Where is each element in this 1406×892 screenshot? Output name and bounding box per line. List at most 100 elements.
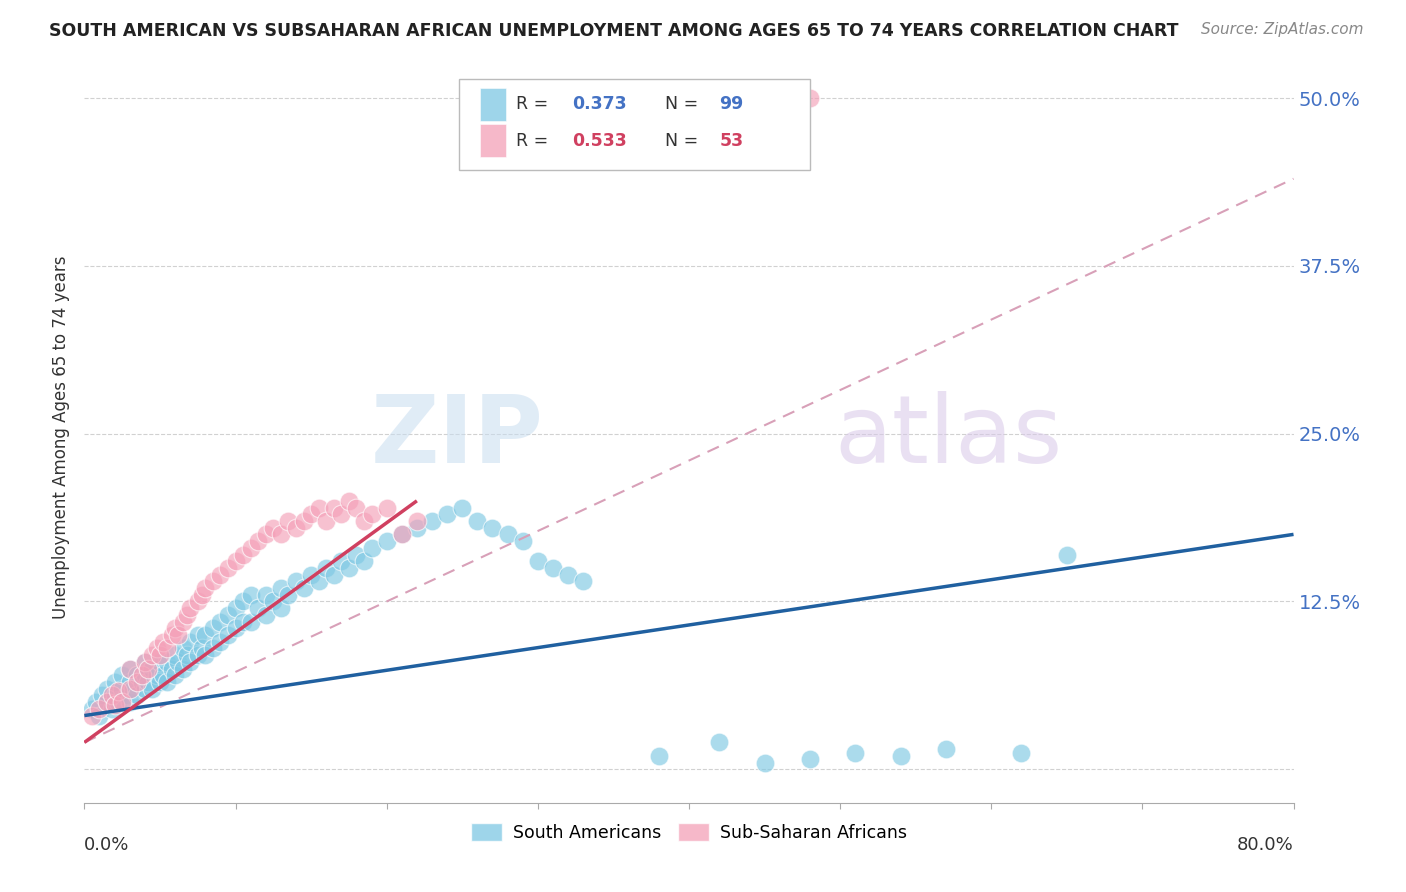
Point [107, 684, 129, 698]
Point [360, 508, 382, 522]
Point [176, 607, 198, 622]
Point [107, 695, 129, 709]
Point [80, 708, 103, 723]
Point [165, 621, 187, 635]
Point [217, 607, 239, 622]
Text: R =: R = [516, 95, 554, 113]
Y-axis label: Unemployment Among Ages 65 to 74 years: Unemployment Among Ages 65 to 74 years [52, 255, 70, 619]
Point [799, 91, 821, 105]
Point [496, 527, 519, 541]
Point [217, 561, 239, 575]
Point [118, 681, 141, 696]
Point [247, 534, 270, 549]
Point [152, 668, 174, 682]
Point [115, 689, 138, 703]
Point [322, 500, 344, 515]
FancyBboxPatch shape [479, 124, 506, 157]
Point [247, 601, 270, 615]
Point [146, 668, 169, 682]
Point [315, 561, 337, 575]
Point [232, 594, 254, 608]
Point [179, 634, 201, 648]
Point [136, 675, 159, 690]
Point [572, 574, 595, 589]
Point [353, 554, 375, 568]
Text: 99: 99 [720, 95, 744, 113]
Text: N =: N = [665, 132, 703, 150]
Point [799, 751, 821, 765]
Point [225, 601, 247, 615]
Point [406, 514, 429, 528]
Text: 53: 53 [720, 132, 744, 150]
Point [201, 574, 224, 589]
Point [176, 648, 198, 662]
Text: 0.373: 0.373 [572, 95, 626, 113]
Point [134, 655, 156, 669]
Point [100, 689, 122, 703]
Point [167, 655, 190, 669]
Point [232, 615, 254, 629]
Point [111, 681, 134, 696]
Point [96, 695, 118, 709]
Point [136, 662, 159, 676]
Point [152, 634, 174, 648]
Point [194, 581, 217, 595]
Point [96, 695, 118, 709]
Point [375, 500, 398, 515]
Point [232, 548, 254, 562]
Point [391, 527, 413, 541]
Point [337, 493, 360, 508]
Point [141, 648, 163, 662]
Text: N =: N = [665, 95, 703, 113]
Point [270, 527, 292, 541]
Point [299, 508, 322, 522]
Point [277, 514, 299, 528]
Point [131, 675, 153, 690]
Point [285, 521, 308, 535]
Point [217, 628, 239, 642]
Point [337, 561, 360, 575]
Text: SOUTH AMERICAN VS SUBSAHARAN AFRICAN UNEMPLOYMENT AMONG AGES 65 TO 74 YEARS CORR: SOUTH AMERICAN VS SUBSAHARAN AFRICAN UNE… [49, 22, 1178, 40]
Point [541, 561, 564, 575]
Point [187, 594, 209, 608]
Point [353, 514, 375, 528]
FancyBboxPatch shape [460, 78, 810, 170]
Point [160, 662, 183, 676]
Point [262, 594, 284, 608]
Point [165, 648, 187, 662]
Point [436, 508, 458, 522]
Text: R =: R = [516, 132, 554, 150]
Point [239, 588, 262, 602]
Point [146, 641, 169, 656]
Point [121, 681, 143, 696]
Point [111, 695, 134, 709]
Point [118, 662, 141, 676]
Text: atlas: atlas [834, 391, 1063, 483]
Point [375, 534, 398, 549]
Point [308, 574, 330, 589]
Point [141, 681, 163, 696]
Point [149, 655, 172, 669]
Point [89, 702, 111, 716]
Point [292, 514, 315, 528]
Point [191, 588, 214, 602]
Point [292, 581, 315, 595]
Text: ZIP: ZIP [371, 391, 544, 483]
Point [104, 675, 127, 690]
Point [322, 567, 344, 582]
Point [100, 702, 122, 716]
Point [141, 662, 163, 676]
Point [209, 634, 232, 648]
Point [127, 689, 149, 703]
Point [481, 521, 503, 535]
Point [134, 681, 156, 696]
Point [308, 500, 330, 515]
Point [360, 541, 382, 555]
Point [315, 514, 337, 528]
Point [156, 641, 179, 656]
Point [467, 514, 489, 528]
Point [844, 746, 866, 760]
Point [406, 521, 429, 535]
Point [330, 554, 353, 568]
Point [648, 748, 671, 763]
